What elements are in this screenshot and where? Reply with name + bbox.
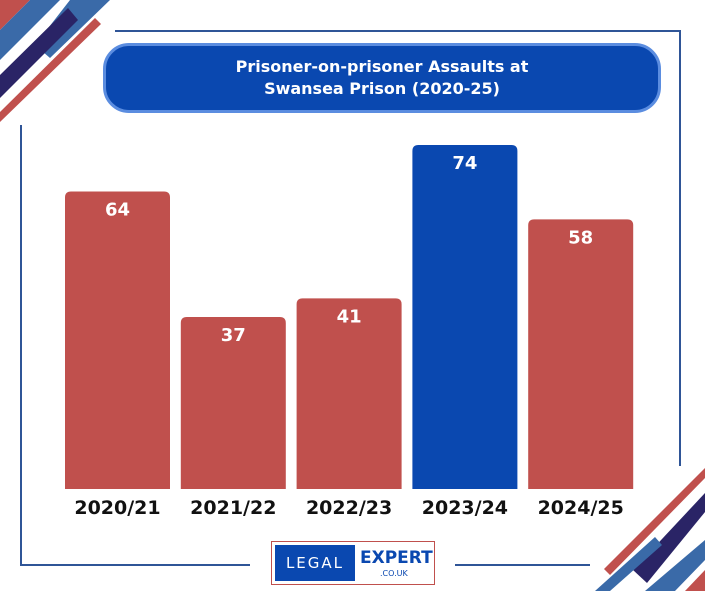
top-left-stripes: [0, 0, 110, 122]
bar-2024/25: [528, 219, 634, 490]
data-label: 41: [337, 306, 362, 327]
category-label: 2022/23: [306, 497, 392, 519]
bar-2023/24: [412, 145, 518, 489]
category-label: 2020/21: [74, 497, 160, 519]
data-label: 74: [452, 153, 477, 174]
bar-2020/21: [65, 191, 170, 489]
bottom-right-stripes: [595, 468, 705, 591]
bar-2022/23: [296, 298, 402, 489]
legal-expert-logo: LEGAL EXPERT .CO.UK: [271, 541, 435, 585]
frame-left: [20, 125, 22, 566]
data-label: 64: [105, 199, 130, 220]
category-label: 2023/24: [422, 497, 508, 519]
category-label: 2021/22: [190, 497, 276, 519]
chart-title: Prisoner-on-prisoner Assaults at Swansea…: [103, 43, 661, 113]
category-label: 2024/25: [538, 497, 624, 519]
frame-top: [115, 30, 681, 32]
title-line-2: Swansea Prison (2020-25): [264, 79, 500, 98]
data-label: 58: [568, 227, 593, 248]
frame-bottom-right: [455, 564, 590, 566]
frame-bottom-left: [20, 564, 250, 566]
bar-2021/22: [180, 317, 286, 489]
logo-legal: LEGAL: [275, 545, 355, 581]
logo-expert: EXPERT: [360, 548, 433, 568]
title-line-1: Prisoner-on-prisoner Assaults at: [235, 57, 529, 76]
data-label: 37: [221, 325, 246, 346]
frame-right: [679, 30, 681, 466]
logo-domain: .CO.UK: [380, 569, 408, 578]
